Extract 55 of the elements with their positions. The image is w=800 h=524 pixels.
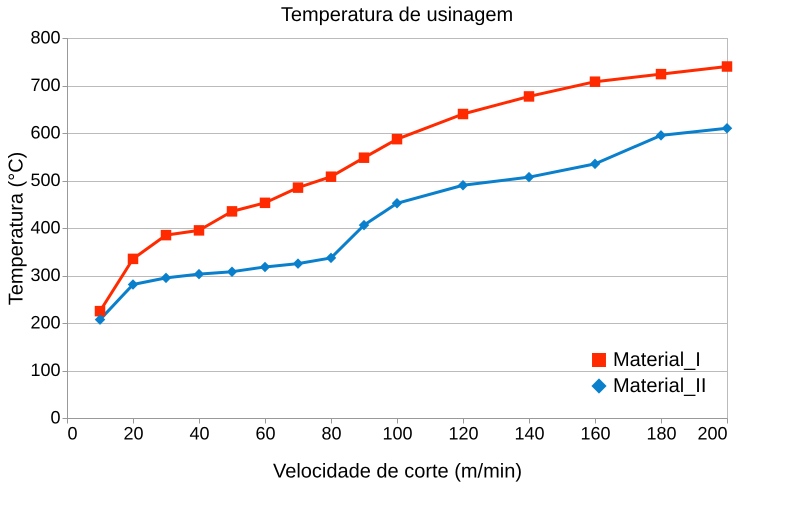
x-tick-label: 80 [321, 424, 342, 444]
y-axis-title: Temperatura (°C) [5, 152, 28, 306]
y-tick-label: 800 [30, 28, 60, 48]
x-tick-label: 140 [514, 424, 545, 444]
y-tick-label: 700 [30, 75, 60, 95]
point [94, 314, 106, 325]
point [194, 225, 204, 236]
x-tick-label: 40 [189, 424, 210, 444]
y-tick-label: 200 [30, 312, 60, 332]
point [260, 198, 270, 208]
point [292, 182, 304, 193]
point [358, 220, 370, 230]
point [326, 171, 336, 182]
x-tick-label: 160 [580, 424, 611, 444]
point [656, 68, 666, 80]
point [722, 61, 732, 72]
x-tick-label: 20 [123, 424, 144, 444]
point [194, 268, 204, 280]
point [392, 134, 402, 144]
point [260, 262, 270, 272]
y-tick-label: 400 [30, 218, 60, 238]
point [524, 91, 534, 102]
point [160, 272, 172, 284]
chart-title: Temperatura de usinagem [280, 4, 514, 26]
point [590, 158, 600, 170]
x-axis-title: Velocidade de corte (m/min) [272, 460, 522, 482]
point [326, 252, 336, 264]
point [722, 123, 732, 134]
point [358, 152, 370, 163]
x-tick-label: 100 [382, 424, 413, 444]
y-tick-label: 300 [30, 265, 60, 285]
point [128, 254, 138, 264]
y-tick-label: 600 [30, 122, 60, 142]
x-tick-label: 200 [697, 424, 728, 444]
point [292, 258, 304, 269]
point [128, 279, 138, 290]
point [160, 230, 172, 240]
point [392, 198, 402, 209]
point [590, 76, 600, 87]
x-tick-label: 60 [255, 424, 276, 444]
x-tick-label: 0 [68, 424, 78, 444]
y-tick-label: 500 [30, 170, 60, 190]
legend-label: Material_II [613, 375, 706, 397]
point [94, 306, 106, 316]
point [458, 180, 468, 190]
point [458, 108, 468, 120]
point [656, 130, 666, 141]
point [226, 206, 238, 217]
y-tick-label: 0 [50, 408, 60, 428]
point [226, 266, 238, 277]
x-tick-label: 180 [646, 424, 677, 444]
point [524, 172, 534, 182]
x-tick-label: 120 [448, 424, 479, 444]
y-tick-label: 100 [30, 360, 60, 380]
legend-label: Material_I [613, 349, 701, 371]
